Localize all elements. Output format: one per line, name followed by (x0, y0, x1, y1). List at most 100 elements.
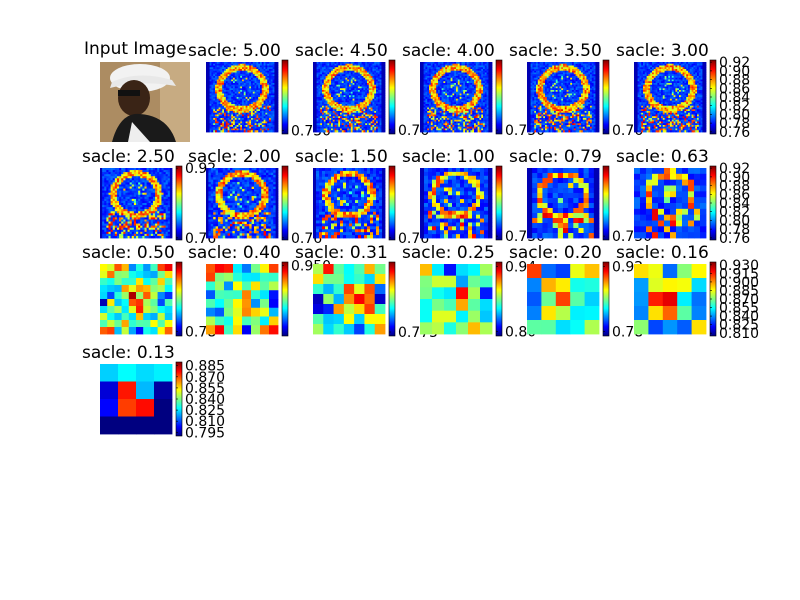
heatmap-cell (222, 130, 225, 133)
heatmap-cell (370, 65, 373, 68)
heatmap-cell (218, 119, 221, 122)
heatmap-cell (209, 126, 212, 129)
heatmap-cell (370, 74, 373, 77)
heatmap-cell (377, 77, 380, 80)
heatmap-cell (256, 91, 259, 94)
heatmap-cell (314, 91, 317, 94)
heatmap-cell (251, 98, 254, 101)
heatmap-cell (359, 98, 362, 101)
heatmap-cell (316, 105, 319, 108)
heatmap-cell (340, 93, 343, 96)
heatmap-cell (213, 95, 216, 98)
heatmap-cell (260, 72, 263, 75)
heatmap-cell (352, 84, 355, 87)
heatmap-cell (270, 119, 273, 122)
heatmap-cell (267, 79, 270, 82)
heatmap-cell (225, 125, 228, 128)
heatmap-cell (345, 70, 348, 73)
heatmap-cell (227, 65, 230, 68)
heatmap-cell (238, 72, 241, 75)
heatmap-cell (216, 130, 219, 133)
heatmap-cell (383, 93, 386, 96)
heatmap-cell (327, 81, 330, 84)
heatmap-cell (327, 76, 330, 79)
heatmap-cell (231, 74, 234, 77)
heatmap-cell (352, 69, 355, 72)
heatmap-cell (320, 63, 323, 66)
heatmap-cell (263, 74, 266, 77)
heatmap-cell (227, 118, 230, 121)
heatmap-cell (233, 95, 236, 98)
heatmap-cell (316, 76, 319, 79)
heatmap-cell (318, 86, 321, 89)
heatmap-cell (245, 69, 248, 72)
heatmap-cell (265, 104, 268, 107)
heatmap-cell (225, 100, 228, 103)
heatmap-cell (238, 62, 241, 65)
heatmap-cell (215, 77, 218, 80)
heatmap-cell (332, 79, 335, 82)
heatmap-cell (327, 86, 330, 89)
heatmap-cell (272, 70, 275, 73)
heatmap-cell (258, 102, 261, 105)
heatmap-cell (267, 119, 270, 122)
heatmap-cell (258, 65, 261, 68)
heatmap-cell (206, 69, 209, 72)
heatmap-cell (318, 97, 321, 100)
heatmap-cell (320, 91, 323, 94)
heatmap-cell (331, 63, 334, 66)
heatmap-cell (224, 112, 227, 115)
heatmap-cell (269, 107, 272, 110)
heatmap-cell (249, 100, 252, 103)
heatmap-cell (358, 104, 361, 107)
heatmap-cell (265, 109, 268, 112)
heatmap-cell (247, 69, 250, 72)
heatmap-cell (334, 72, 337, 75)
heatmap-cell (249, 90, 252, 93)
heatmap-cell (274, 116, 277, 119)
heatmap-title: sacle: 4.50 (295, 41, 388, 61)
heatmap-cell (224, 119, 227, 122)
heatmap-cell (216, 116, 219, 119)
heatmap-cell (272, 128, 275, 131)
heatmap-cell (229, 93, 232, 96)
heatmap-cell (252, 98, 255, 101)
heatmap-cell (216, 69, 219, 72)
heatmap-cell (220, 107, 223, 110)
heatmap-cell (209, 98, 212, 101)
heatmap-cell (218, 107, 221, 110)
heatmap-cell (258, 93, 261, 96)
heatmap-cell (356, 84, 359, 87)
heatmap-cell (238, 69, 241, 72)
heatmap-cell (229, 119, 232, 122)
heatmap-cell (331, 83, 334, 86)
heatmap-cell (361, 67, 364, 70)
heatmap-cell (240, 69, 243, 72)
heatmap-cell (258, 125, 261, 128)
heatmap-cell (379, 65, 382, 68)
heatmap-cell (365, 84, 368, 87)
heatmap-cell (350, 76, 353, 79)
heatmap-cell (218, 97, 221, 100)
heatmap-cell (209, 121, 212, 124)
heatmap-cell (213, 97, 216, 100)
heatmap-cell (207, 63, 210, 66)
heatmap-cell (356, 100, 359, 103)
heatmap-cell (220, 83, 223, 86)
heatmap-cell (381, 74, 384, 77)
heatmap-cell (249, 91, 252, 94)
heatmap-cell (370, 70, 373, 73)
heatmap-cell (207, 100, 210, 103)
heatmap-cell (267, 72, 270, 75)
heatmap-cell (329, 104, 332, 107)
heatmap-cell (261, 102, 264, 105)
heatmap-cell (242, 105, 245, 108)
heatmap-cell (379, 95, 382, 98)
heatmap-cell (251, 119, 254, 122)
heatmap-cell (367, 63, 370, 66)
heatmap-cell (314, 72, 317, 75)
heatmap-cell (261, 130, 264, 133)
heatmap-cell (338, 72, 341, 75)
heatmap-cell (238, 118, 241, 121)
heatmap-cell (231, 70, 234, 73)
